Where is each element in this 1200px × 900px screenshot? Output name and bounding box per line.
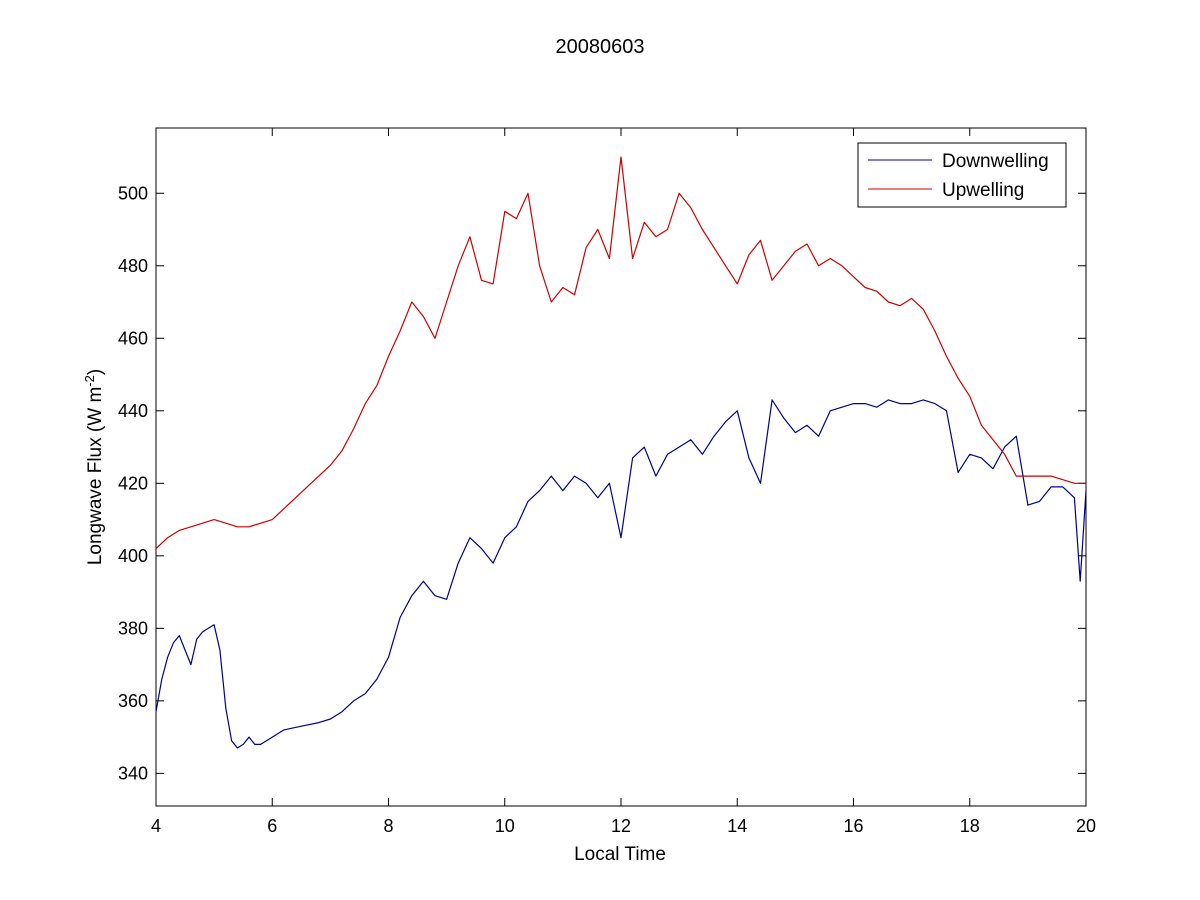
x-axis-label: Local Time [574,844,666,865]
x-tick-label: 8 [383,816,393,836]
y-axis-label-main: Longwave Flux (W m [85,387,106,565]
legend: Downwelling Upwelling [857,142,1067,208]
x-tick-label: 12 [611,816,631,836]
y-axis-label: Longwave Flux (W m-2) [82,369,107,565]
y-axis-label-close: ) [85,369,106,375]
series-layer [155,156,1087,749]
legend-label-upwelling: Upwelling [942,180,1024,201]
chart-title: 20080603 [556,36,645,58]
legend-box [857,142,1067,208]
y-tick-label: 460 [118,328,148,348]
y-axis: 340 360 380 400 420 440 460 480 500 [118,183,1086,783]
x-tick-label: 6 [267,816,277,836]
x-axis: 4 6 8 10 12 14 16 18 20 [151,128,1096,836]
x-tick-label: 10 [495,816,515,836]
series-line-upwelling [155,156,1086,550]
plot-area [155,127,1087,807]
x-tick-label: 18 [960,816,980,836]
y-tick-label: 380 [118,618,148,638]
series-line-downwelling [155,399,1087,749]
y-tick-label: 500 [118,183,148,203]
y-tick-label: 440 [118,401,148,421]
legend-label-downwelling: Downwelling [942,151,1049,172]
x-tick-label: 16 [843,816,863,836]
x-tick-label: 14 [727,816,747,836]
y-tick-label: 420 [118,473,148,493]
x-tick-label: 20 [1076,816,1096,836]
y-tick-label: 480 [118,256,148,276]
y-tick-label: 340 [118,763,148,783]
y-axis-label-superscript: -2 [82,375,97,387]
y-tick-label: 400 [118,546,148,566]
x-tick-label: 4 [151,816,161,836]
y-tick-label: 360 [118,691,148,711]
